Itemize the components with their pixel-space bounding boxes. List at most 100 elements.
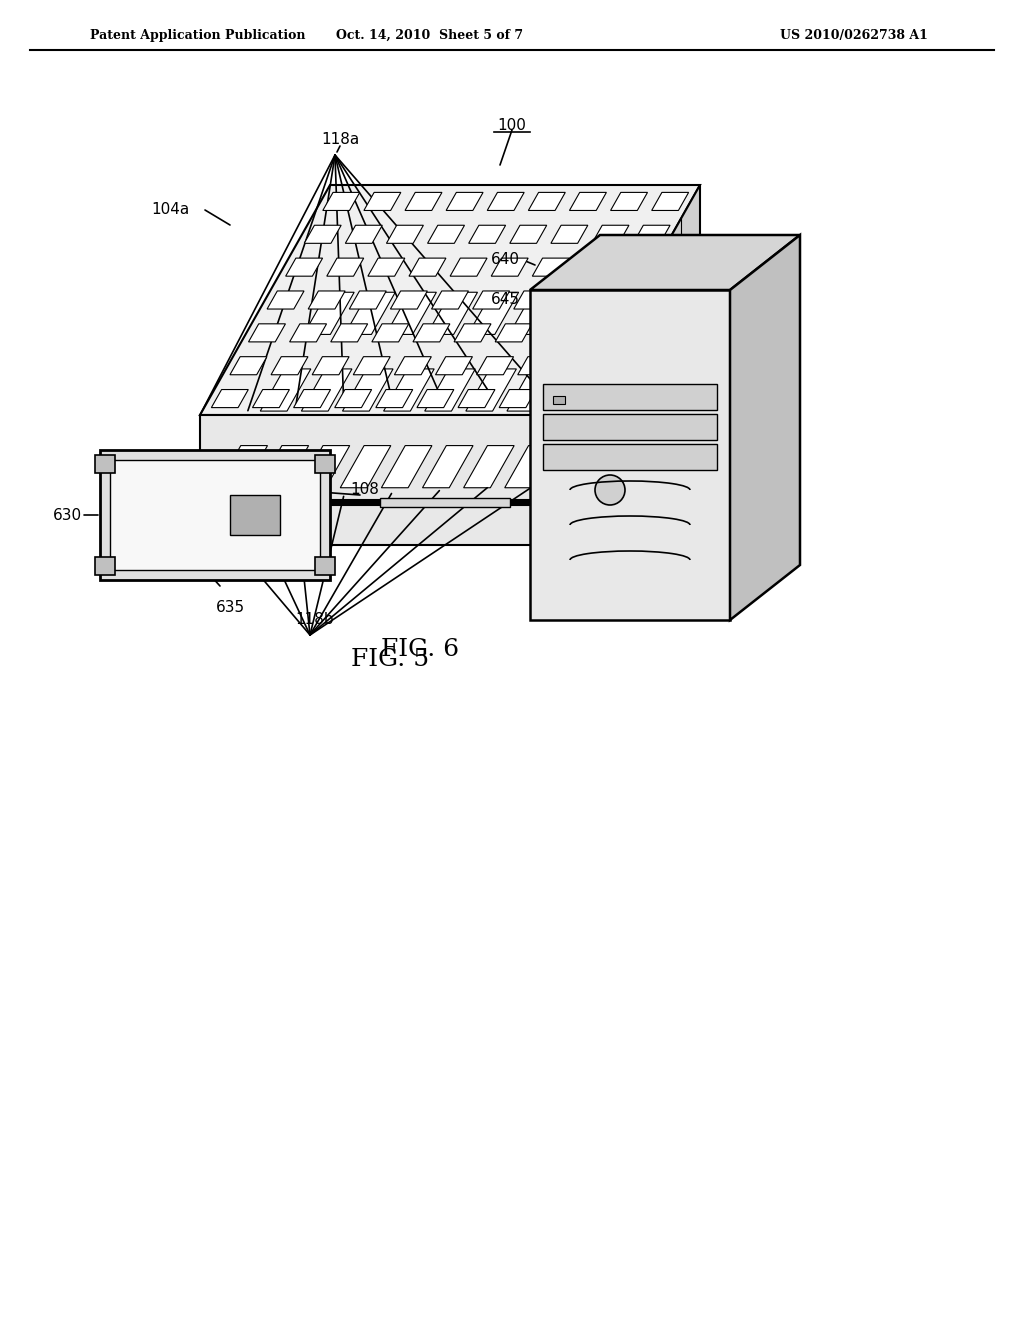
Polygon shape xyxy=(537,323,573,342)
Polygon shape xyxy=(390,290,427,309)
Polygon shape xyxy=(260,368,311,411)
Polygon shape xyxy=(633,292,683,334)
Polygon shape xyxy=(253,389,290,408)
Polygon shape xyxy=(431,290,468,309)
Polygon shape xyxy=(384,368,434,411)
Polygon shape xyxy=(509,292,560,334)
Polygon shape xyxy=(570,275,700,545)
Polygon shape xyxy=(386,226,423,243)
Text: 118b: 118b xyxy=(296,612,334,627)
Polygon shape xyxy=(473,290,510,309)
Polygon shape xyxy=(555,290,592,309)
Polygon shape xyxy=(423,446,473,488)
Polygon shape xyxy=(492,259,528,276)
Polygon shape xyxy=(592,226,629,243)
Polygon shape xyxy=(505,446,555,488)
FancyBboxPatch shape xyxy=(110,459,319,570)
Polygon shape xyxy=(230,356,267,375)
Polygon shape xyxy=(469,226,506,243)
Polygon shape xyxy=(464,446,514,488)
Polygon shape xyxy=(301,368,352,411)
Polygon shape xyxy=(528,193,565,210)
Polygon shape xyxy=(578,323,614,342)
Polygon shape xyxy=(610,193,647,210)
Text: 102: 102 xyxy=(146,467,175,483)
Polygon shape xyxy=(541,389,578,408)
Polygon shape xyxy=(267,290,304,309)
Polygon shape xyxy=(286,259,323,276)
Polygon shape xyxy=(589,368,640,411)
Polygon shape xyxy=(394,356,431,375)
Text: 635: 635 xyxy=(215,601,245,615)
Text: 645: 645 xyxy=(490,293,520,308)
Polygon shape xyxy=(200,414,570,500)
Text: 104b: 104b xyxy=(136,523,175,537)
Polygon shape xyxy=(200,185,700,414)
Polygon shape xyxy=(312,356,349,375)
Polygon shape xyxy=(651,193,688,210)
Polygon shape xyxy=(304,226,341,243)
Polygon shape xyxy=(446,193,483,210)
Text: 108: 108 xyxy=(350,483,380,498)
FancyBboxPatch shape xyxy=(380,498,510,507)
Polygon shape xyxy=(530,235,800,290)
Polygon shape xyxy=(530,290,730,620)
Polygon shape xyxy=(510,226,547,243)
Polygon shape xyxy=(294,389,331,408)
Polygon shape xyxy=(569,193,606,210)
Polygon shape xyxy=(249,323,286,342)
Polygon shape xyxy=(217,446,267,488)
Polygon shape xyxy=(633,226,670,243)
Text: 640: 640 xyxy=(490,252,520,268)
Polygon shape xyxy=(507,368,557,411)
Text: Patent Application Publication: Patent Application Publication xyxy=(90,29,305,41)
Polygon shape xyxy=(376,389,413,408)
Polygon shape xyxy=(435,356,472,375)
Polygon shape xyxy=(386,292,436,334)
Polygon shape xyxy=(381,446,432,488)
Polygon shape xyxy=(327,259,364,276)
Polygon shape xyxy=(466,368,516,411)
Polygon shape xyxy=(559,356,596,375)
Polygon shape xyxy=(427,292,477,334)
Polygon shape xyxy=(353,356,390,375)
Text: 118a: 118a xyxy=(321,132,359,148)
Polygon shape xyxy=(258,446,308,488)
Circle shape xyxy=(595,475,625,506)
Polygon shape xyxy=(303,292,354,334)
Polygon shape xyxy=(372,323,409,342)
Text: 630: 630 xyxy=(53,507,82,523)
Polygon shape xyxy=(454,323,490,342)
Text: US 2010/0262738 A1: US 2010/0262738 A1 xyxy=(780,29,928,41)
Polygon shape xyxy=(335,389,372,408)
Polygon shape xyxy=(570,185,700,500)
Polygon shape xyxy=(200,506,570,545)
FancyBboxPatch shape xyxy=(543,384,717,411)
FancyBboxPatch shape xyxy=(543,444,717,470)
Polygon shape xyxy=(546,446,596,488)
Polygon shape xyxy=(614,259,651,276)
Text: 100: 100 xyxy=(498,117,526,132)
Polygon shape xyxy=(364,193,400,210)
FancyBboxPatch shape xyxy=(543,414,717,440)
Polygon shape xyxy=(573,259,610,276)
Polygon shape xyxy=(271,356,308,375)
Polygon shape xyxy=(211,389,248,408)
Polygon shape xyxy=(413,323,450,342)
FancyBboxPatch shape xyxy=(95,455,115,473)
Polygon shape xyxy=(518,356,555,375)
Polygon shape xyxy=(592,292,642,334)
FancyBboxPatch shape xyxy=(315,455,335,473)
Polygon shape xyxy=(349,290,386,309)
Polygon shape xyxy=(368,259,404,276)
Polygon shape xyxy=(514,290,551,309)
Polygon shape xyxy=(342,368,393,411)
FancyBboxPatch shape xyxy=(100,450,330,579)
Polygon shape xyxy=(345,292,395,334)
Polygon shape xyxy=(476,356,514,375)
FancyBboxPatch shape xyxy=(553,396,565,404)
FancyBboxPatch shape xyxy=(250,495,325,510)
Polygon shape xyxy=(323,193,359,210)
Polygon shape xyxy=(550,292,601,334)
Text: 520b: 520b xyxy=(680,347,719,363)
